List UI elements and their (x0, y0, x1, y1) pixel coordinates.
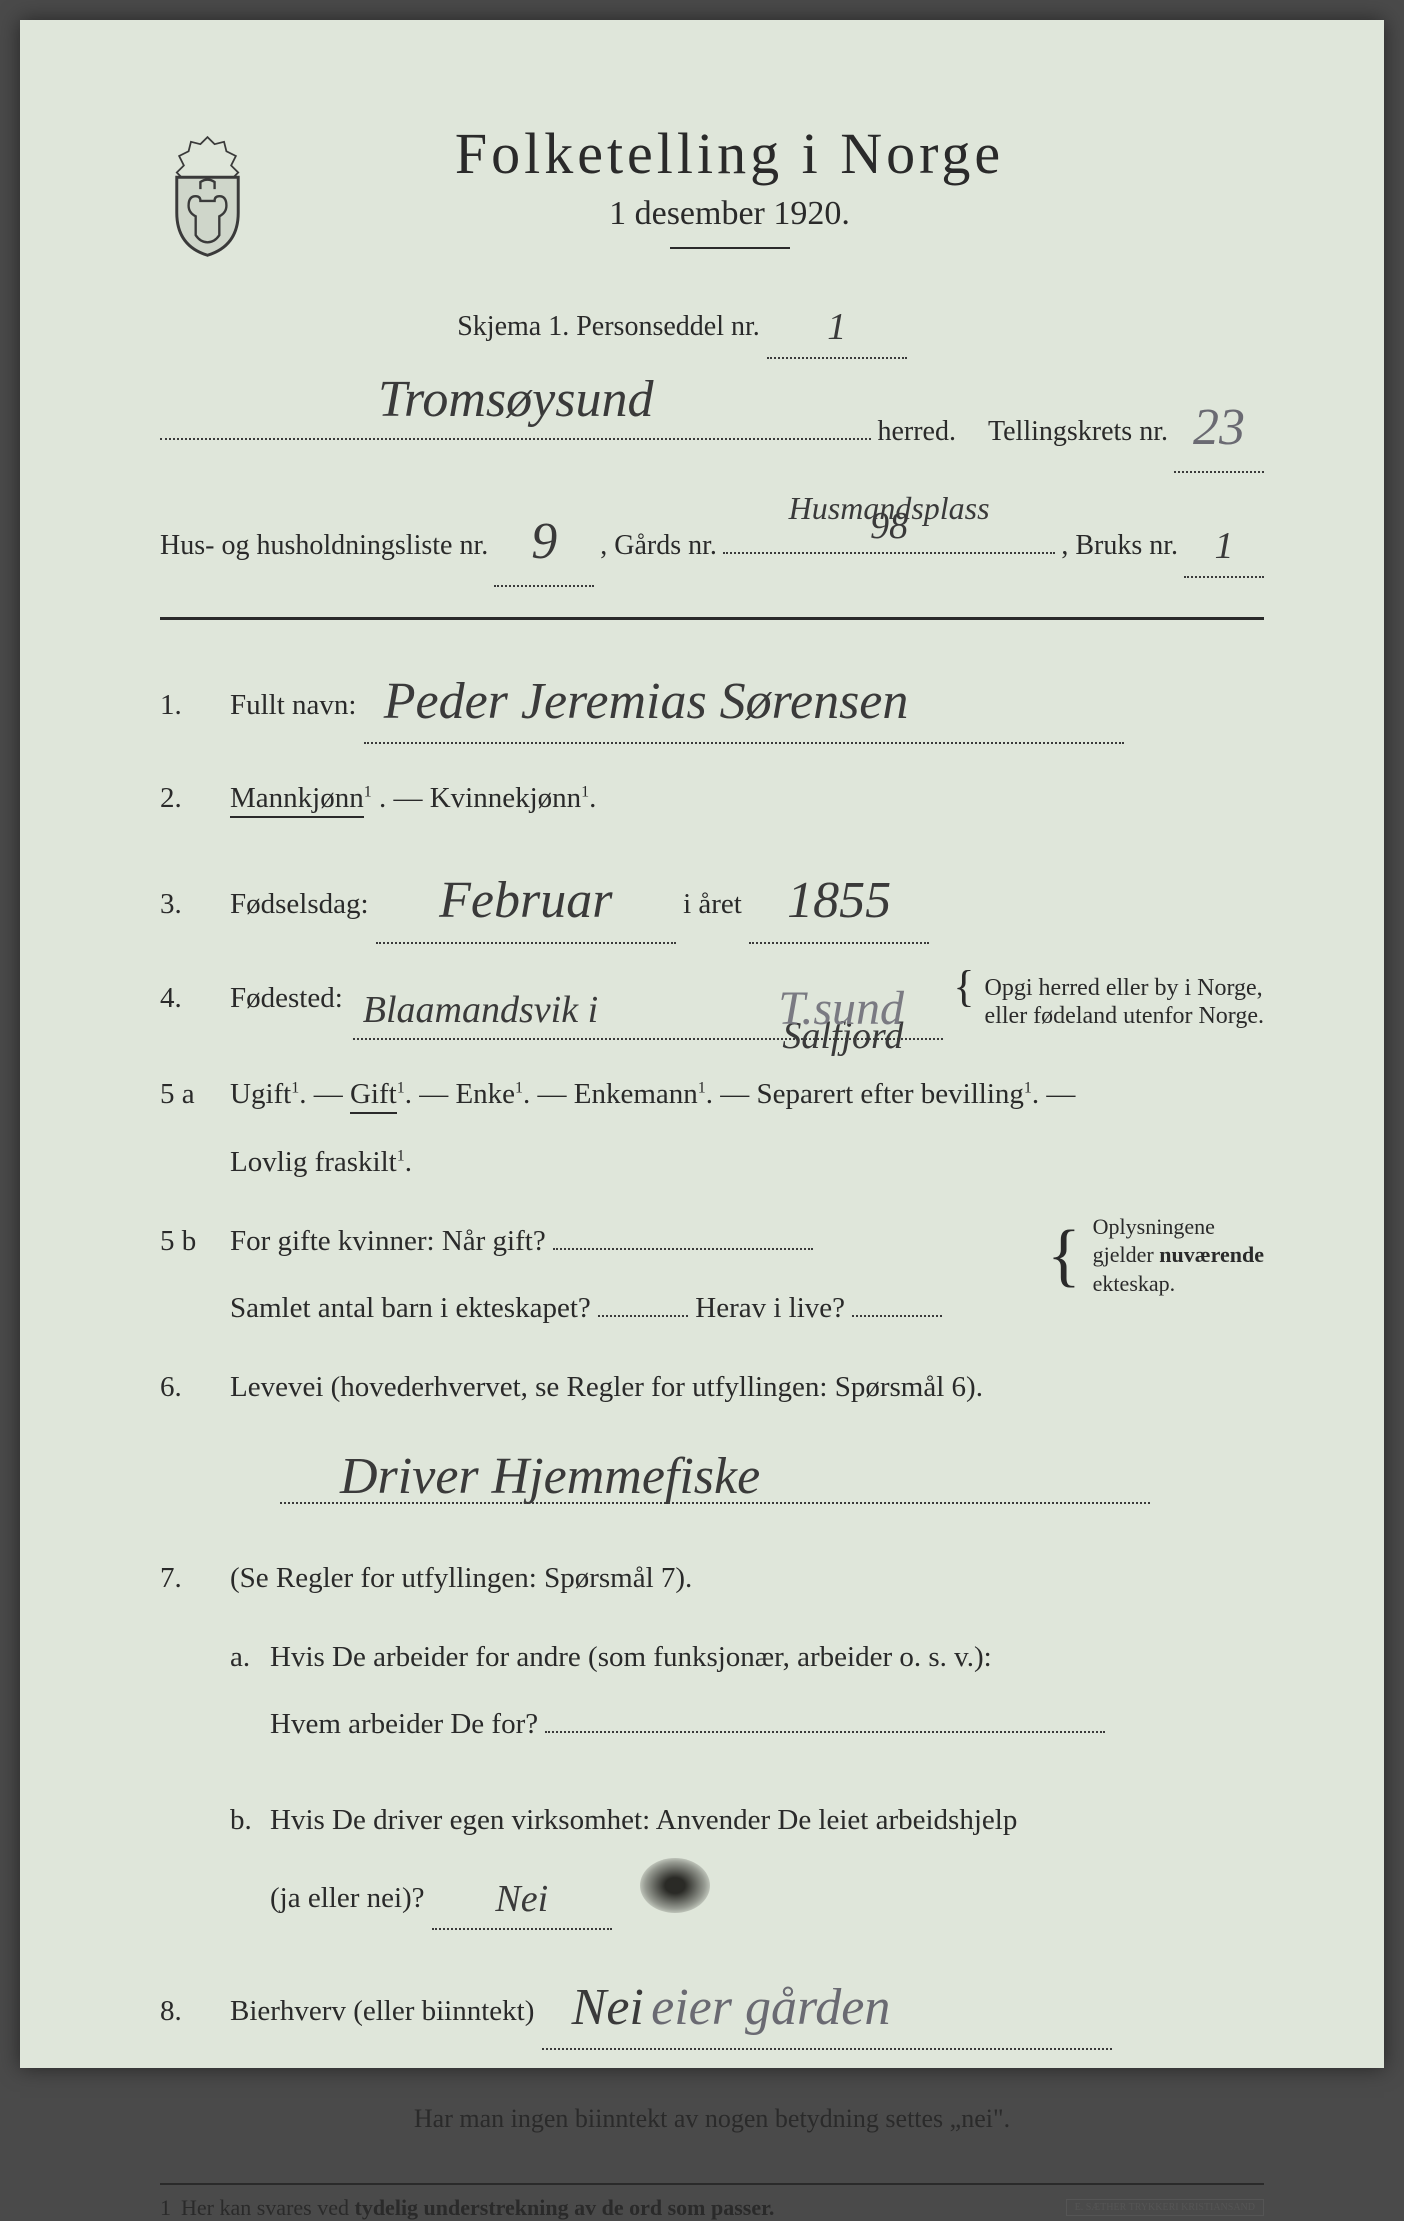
subtitle: 1 desember 1920. (285, 195, 1174, 233)
q5b-l2b: Herav i live? (695, 1292, 845, 1324)
hus-line: Hus- og husholdningsliste nr. 9 , Gårds … (160, 491, 1264, 587)
census-form-page: Folketelling i Norge 1 desember 1920. Sk… (20, 20, 1384, 2068)
q7a-row: a. Hvis De arbeider for andre (som funks… (160, 1633, 1264, 1750)
q5b-l2a: Samlet antal barn i ekteskapet? (230, 1292, 591, 1324)
q3-row: 3. Fødselsdag: Februar i året 1855 (160, 853, 1264, 943)
footnote-marker: 1 (160, 2195, 171, 2221)
schema-label: Skjema 1. Personseddel nr. (457, 311, 760, 342)
q8-label: Bierhverv (eller biinntekt) (230, 1995, 534, 2027)
herred-label: herred. (877, 407, 956, 457)
q7a-letter: a. (230, 1633, 270, 1682)
main-title: Folketelling i Norge (285, 120, 1174, 187)
q7b-row: b. Hvis De driver egen virksomhet: Anven… (160, 1796, 1264, 1930)
q6-label: Levevei (hovederhvervet, se Regler for u… (230, 1371, 983, 1403)
herred-line: Tromsøysund herred. Tellingskrets nr. 23 (160, 377, 1264, 473)
q3-mid: i året (683, 888, 742, 920)
bruks-value: 1 (1215, 512, 1234, 580)
schema-line: Skjema 1. Personseddel nr. 1 (160, 289, 1264, 359)
gards-label: , Gårds nr. (600, 521, 717, 571)
q4-value: Blaamandsvik i (363, 978, 598, 1043)
q1-label: Fullt navn: (230, 689, 356, 721)
title-divider (670, 247, 790, 249)
q8-num: 8. (160, 1987, 230, 2036)
q8-pencil: eier gården (651, 1964, 890, 2052)
q2-kvinne: Kvinnekjønn (430, 782, 581, 814)
q3-label: Fødselsdag: (230, 888, 369, 920)
hh-value: 9 (531, 495, 557, 589)
q7-row: 7. (Se Regler for utfyllingen: Spørsmål … (160, 1554, 1264, 1603)
q3-num: 3. (160, 880, 230, 929)
coat-of-arms-icon (160, 130, 255, 260)
footnote: 1 Her kan svares ved tydelig understrekn… (160, 2195, 1264, 2221)
tellingskrets-nr: 23 (1193, 381, 1245, 475)
q6-num: 6. (160, 1363, 230, 1412)
herred-name: Tromsøysund (160, 353, 871, 447)
q5b-row: 5 b For gifte kvinner: Når gift? { Oplys… (160, 1217, 1264, 1334)
title-block: Folketelling i Norge 1 desember 1920. (285, 120, 1264, 269)
q5a-num: 5 a (160, 1070, 230, 1119)
q7a-label: Hvis De arbeider for andre (som funksjon… (270, 1641, 992, 1673)
printer-stamp: E. SÆTHER TRYKKERI KRISTIANSAND (1066, 2199, 1264, 2216)
q1-num: 1. (160, 681, 230, 730)
q3-year: 1855 (787, 857, 891, 945)
q5a-opt-2: Enke (455, 1078, 515, 1110)
q7b-letter: b. (230, 1796, 270, 1845)
q4-label: Fødested: (230, 974, 343, 1023)
hint-line: Har man ingen biinntekt av nogen betydni… (160, 2096, 1264, 2143)
q7a-label2: Hvem arbeider De for? (270, 1708, 538, 1740)
q5b-l1: For gifte kvinner: Når gift? (230, 1225, 546, 1257)
q4-num: 4. (160, 974, 230, 1023)
q7-num: 7. (160, 1554, 230, 1603)
q7-label: (Se Regler for utfyllingen: Spørsmål 7). (230, 1554, 1264, 1603)
brace-icon: { (953, 974, 974, 1000)
q2-row: 2. Mannkjønn1 . — Kvinnekjønn1. (160, 774, 1264, 823)
hh-label: Hus- og husholdningsliste nr. (160, 521, 488, 571)
section-divider (160, 617, 1264, 620)
q7b-label2: (ja eller nei)? (270, 1882, 425, 1914)
q5a-opt-0: Ugift (230, 1078, 291, 1110)
ink-smudge (640, 1858, 710, 1913)
header: Folketelling i Norge 1 desember 1920. (160, 120, 1264, 269)
q2-mann: Mannkjønn (230, 782, 364, 818)
q5a-opt-3: Enkemann (574, 1078, 698, 1110)
q4-row: 4. Fødested: Blaamandsvik i Salfjord { O… (160, 974, 1264, 1041)
q5a-tail: Lovlig fraskilt (230, 1146, 397, 1178)
q6-answer: Driver Hjemmefiske (280, 1443, 1264, 1504)
q5a-opt-1: Gift (350, 1078, 397, 1114)
q2-num: 2. (160, 774, 230, 823)
q5a-row: 5 a Ugift1. — Gift1. — Enke1. — Enkemann… (160, 1070, 1264, 1187)
q1-value: Peder Jeremias Sørensen (384, 658, 909, 746)
q4-overlay: T.sund (778, 968, 904, 1050)
personseddel-nr: 1 (827, 293, 846, 361)
q8-value: Nei (572, 1964, 644, 2052)
q4-note: Opgi herred eller by i Norge, eller føde… (985, 974, 1264, 1032)
q7b-label: Hvis De driver egen virksomhet: Anvender… (270, 1804, 1017, 1836)
bruks-label: , Bruks nr. (1061, 521, 1178, 571)
q5a-opt-4: Separert efter bevilling (757, 1078, 1024, 1110)
q8-row: 8. Bierhverv (eller biinntekt) Nei eier … (160, 1960, 1264, 2050)
q6-value: Driver Hjemmefiske (340, 1447, 760, 1506)
gards-value: 98 (723, 492, 1055, 560)
footnote-rule (160, 2183, 1264, 2185)
tellingskrets-label: Tellingskrets nr. (988, 407, 1168, 457)
q6-row: 6. Levevei (hovederhvervet, se Regler fo… (160, 1363, 1264, 1412)
q3-month: Februar (439, 857, 612, 945)
q7b-value: Nei (495, 1867, 548, 1932)
q1-row: 1. Fullt navn: Peder Jeremias Sørensen (160, 654, 1264, 744)
q5b-num: 5 b (160, 1217, 230, 1266)
q5b-note: { Oplysningene gjelder gjelder nuværende… (1047, 1213, 1264, 1299)
brace-icon: { (1047, 1224, 1081, 1287)
